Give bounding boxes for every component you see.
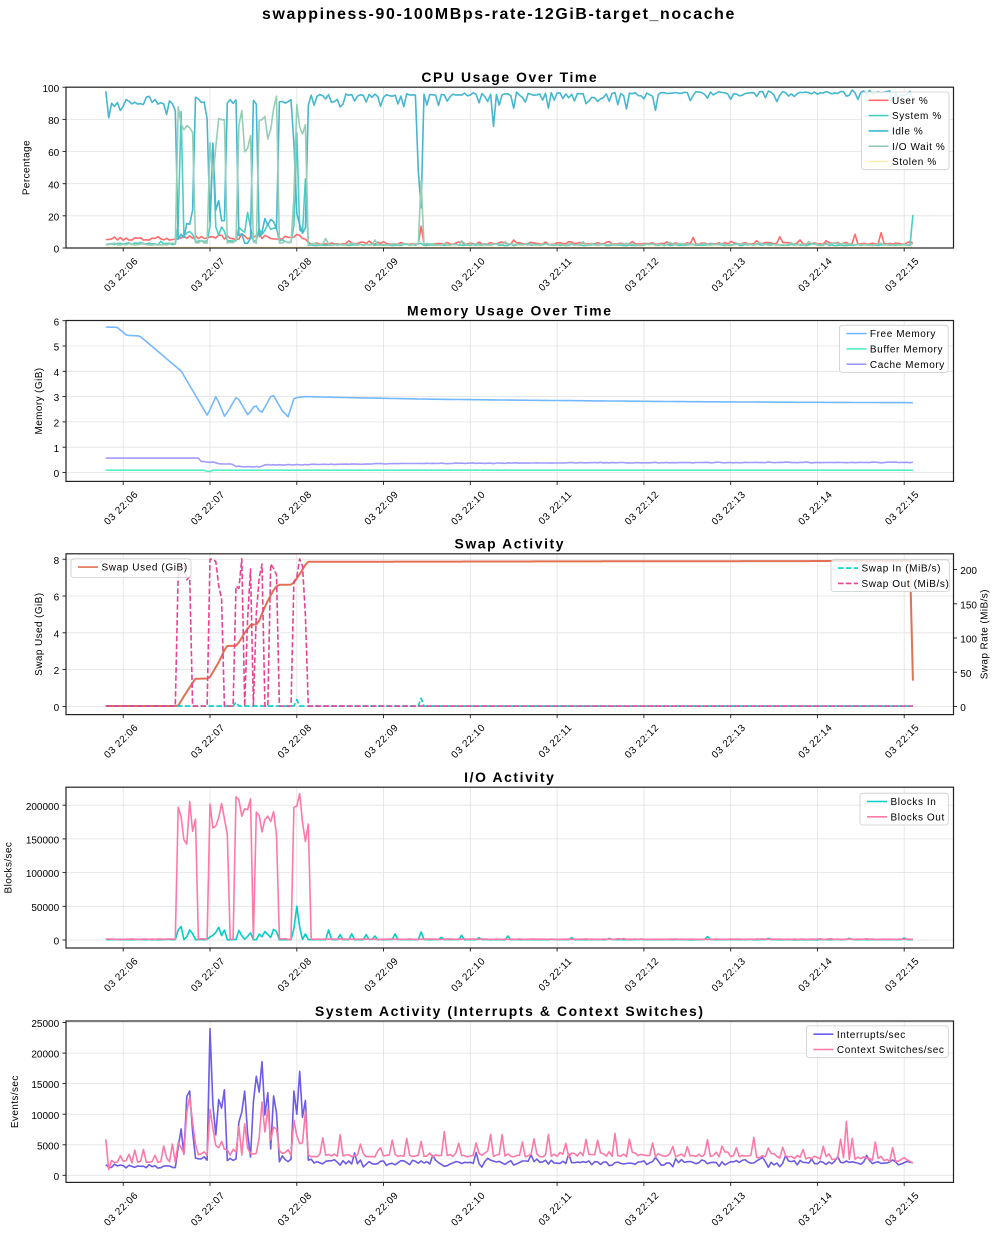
svg-text:0: 0: [54, 703, 60, 714]
svg-text:60: 60: [48, 148, 60, 159]
svg-text:Swap In (MiB/s): Swap In (MiB/s): [862, 564, 942, 575]
svg-text:50000: 50000: [31, 903, 59, 914]
svg-text:150: 150: [960, 600, 977, 611]
svg-text:2: 2: [54, 419, 60, 430]
svg-text:50: 50: [960, 669, 972, 680]
svg-text:0: 0: [960, 703, 966, 714]
svg-text:200: 200: [960, 566, 977, 577]
svg-text:Stolen %: Stolen %: [892, 157, 937, 168]
svg-text:Swap Out (MiB/s): Swap Out (MiB/s): [862, 579, 950, 590]
svg-text:System %: System %: [892, 111, 942, 122]
svg-text:Memory Usage Over Time: Memory Usage Over Time: [407, 302, 613, 318]
svg-text:Percentage: Percentage: [22, 140, 33, 195]
svg-text:Blocks/sec: Blocks/sec: [4, 842, 15, 894]
svg-text:200000: 200000: [26, 802, 60, 813]
svg-text:6: 6: [54, 317, 60, 328]
svg-text:5: 5: [54, 343, 60, 354]
svg-text:swappiness-90-100MBps-rate-12G: swappiness-90-100MBps-rate-12GiB-target_…: [262, 6, 736, 23]
svg-text:100: 100: [960, 635, 977, 646]
svg-text:15000: 15000: [31, 1080, 59, 1091]
svg-text:10000: 10000: [31, 1111, 59, 1122]
svg-text:4: 4: [54, 368, 60, 379]
svg-text:40: 40: [48, 180, 60, 191]
svg-text:Swap Used (GiB): Swap Used (GiB): [102, 563, 188, 574]
svg-text:100: 100: [43, 84, 60, 95]
svg-text:20000: 20000: [31, 1050, 59, 1061]
svg-text:80: 80: [48, 116, 60, 127]
svg-text:1: 1: [54, 444, 60, 455]
svg-text:4: 4: [54, 629, 60, 640]
svg-text:System Activity (Interrupts &: System Activity (Interrupts & Context Sw…: [315, 1003, 705, 1019]
svg-text:0: 0: [54, 1172, 60, 1183]
svg-text:0: 0: [54, 469, 60, 480]
svg-text:I/O Wait %: I/O Wait %: [892, 142, 945, 153]
svg-text:Swap Rate (MiB/s): Swap Rate (MiB/s): [980, 589, 991, 679]
svg-text:5000: 5000: [37, 1141, 60, 1152]
svg-text:20: 20: [48, 212, 60, 223]
svg-text:100000: 100000: [26, 869, 60, 880]
svg-text:Blocks Out: Blocks Out: [891, 812, 945, 823]
svg-text:Idle %: Idle %: [892, 127, 923, 138]
svg-text:User %: User %: [892, 96, 928, 107]
svg-text:Interrupts/sec: Interrupts/sec: [837, 1030, 906, 1041]
svg-text:Memory (GiB): Memory (GiB): [34, 367, 45, 434]
svg-text:6: 6: [54, 593, 60, 604]
svg-text:Free Memory: Free Memory: [870, 329, 936, 340]
svg-text:2: 2: [54, 666, 60, 677]
svg-text:0: 0: [54, 245, 60, 256]
svg-text:0: 0: [54, 937, 60, 948]
svg-text:Events/sec: Events/sec: [10, 1075, 21, 1128]
svg-text:Context Switches/sec: Context Switches/sec: [837, 1045, 945, 1056]
svg-text:Buffer Memory: Buffer Memory: [870, 345, 943, 356]
svg-text:25000: 25000: [31, 1019, 59, 1030]
svg-text:3: 3: [54, 393, 60, 404]
svg-text:I/O Activity: I/O Activity: [464, 769, 555, 785]
svg-text:CPU Usage Over Time: CPU Usage Over Time: [421, 69, 598, 85]
svg-text:8: 8: [54, 556, 60, 567]
svg-text:150000: 150000: [26, 836, 60, 847]
svg-text:Swap Activity: Swap Activity: [454, 536, 565, 552]
svg-text:Blocks In: Blocks In: [891, 797, 937, 808]
svg-text:Swap Used (GiB): Swap Used (GiB): [34, 593, 45, 676]
svg-text:Cache Memory: Cache Memory: [870, 360, 945, 371]
